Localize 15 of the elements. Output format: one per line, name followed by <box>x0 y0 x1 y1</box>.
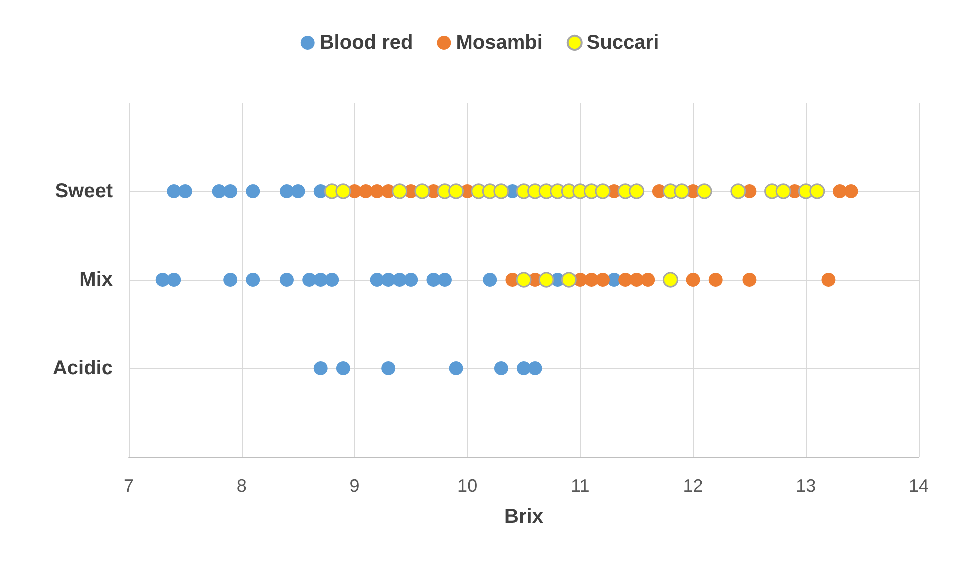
legend-label: Succari <box>586 32 660 54</box>
x-tick-label: 9 <box>350 476 360 496</box>
y-tick-label: Acidic <box>52 358 113 380</box>
legend-label: Mosambi <box>456 32 543 54</box>
x-tick-label: 13 <box>796 476 816 496</box>
x-tick-label: 14 <box>908 476 930 496</box>
x-tick-label: 12 <box>683 476 704 496</box>
y-tick-label: Sweet <box>55 180 114 202</box>
x-tick-label: 11 <box>571 476 590 496</box>
x-tick-label: 10 <box>458 476 478 496</box>
x-tick-label: 8 <box>236 476 247 496</box>
x-tick-label: 7 <box>124 476 134 496</box>
y-tick-label: Mix <box>80 269 113 291</box>
x-axis-title: Brix <box>504 506 544 528</box>
legend-label: Blood red <box>320 32 414 54</box>
